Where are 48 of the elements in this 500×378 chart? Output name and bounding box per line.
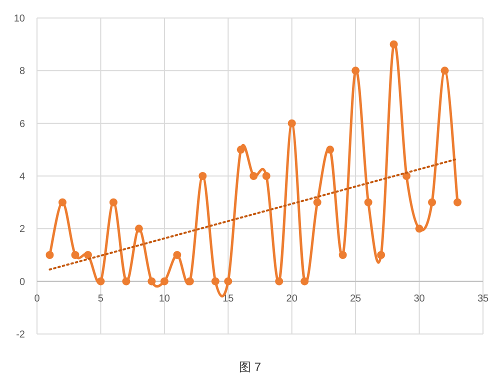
point bbox=[58, 198, 66, 206]
x-tick-label: 25 bbox=[350, 293, 362, 304]
point bbox=[46, 251, 54, 259]
x-tick-label: 20 bbox=[286, 293, 298, 304]
point bbox=[415, 224, 424, 233]
point bbox=[211, 277, 220, 286]
point bbox=[236, 146, 245, 154]
point bbox=[198, 172, 207, 180]
point bbox=[160, 277, 168, 286]
point bbox=[338, 251, 347, 259]
point bbox=[84, 251, 92, 259]
x-tick-label: 5 bbox=[98, 293, 104, 304]
point bbox=[224, 277, 232, 286]
point bbox=[390, 40, 398, 48]
point bbox=[288, 119, 296, 128]
point bbox=[109, 198, 118, 206]
x-tick-label: 15 bbox=[222, 293, 234, 304]
point bbox=[440, 66, 449, 75]
y-tick-label: -2 bbox=[16, 330, 26, 340]
point bbox=[326, 146, 334, 154]
x-tick-label: 0 bbox=[34, 293, 40, 304]
point bbox=[148, 277, 156, 286]
point bbox=[300, 277, 309, 286]
y-tick-label: 0 bbox=[19, 276, 26, 288]
point bbox=[352, 66, 360, 75]
y-tick-label: 4 bbox=[19, 172, 26, 182]
caption: 图 7 bbox=[238, 360, 262, 374]
point bbox=[96, 277, 105, 286]
y-tick-label: 8 bbox=[19, 66, 26, 78]
x-tick-label: 35 bbox=[477, 293, 489, 304]
point bbox=[134, 224, 143, 233]
x-tick-label: 10 bbox=[158, 293, 170, 304]
point bbox=[71, 251, 80, 259]
point bbox=[262, 172, 270, 180]
point bbox=[364, 198, 372, 206]
point bbox=[313, 198, 322, 206]
y-tick-label: 10 bbox=[14, 14, 26, 24]
point bbox=[122, 277, 130, 286]
point bbox=[454, 198, 462, 206]
point bbox=[275, 277, 284, 286]
point bbox=[173, 251, 182, 259]
point bbox=[377, 251, 386, 259]
point bbox=[250, 172, 258, 180]
point bbox=[186, 277, 194, 286]
point bbox=[428, 198, 436, 206]
x-tick-label: 30 bbox=[414, 293, 426, 304]
y-tick-label: 6 bbox=[19, 118, 26, 130]
y-tick-label: 2 bbox=[19, 224, 26, 236]
